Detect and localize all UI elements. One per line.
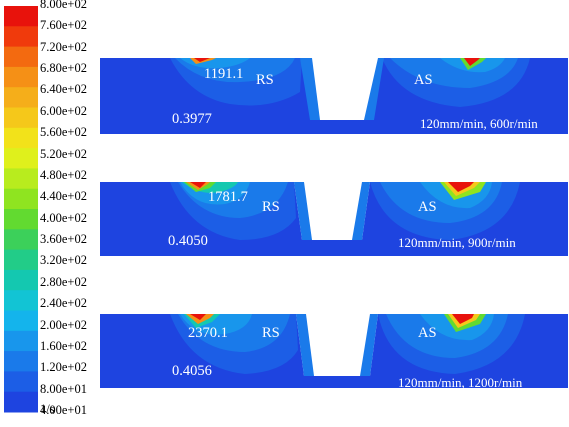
legend-level-label: 3.20e+02 xyxy=(40,253,87,268)
legend-level-label: 1.60e+02 xyxy=(40,338,87,353)
legend-swatch xyxy=(4,168,38,190)
legend-level-label: 3.60e+02 xyxy=(40,232,87,247)
rs-label: RS xyxy=(262,325,280,341)
condition-label: 120mm/min, 1200r/min xyxy=(398,375,523,390)
legend-color-bar xyxy=(4,6,38,413)
legend-swatch xyxy=(4,229,38,251)
rs-label: RS xyxy=(256,72,274,88)
legend-level-label: 5.60e+02 xyxy=(40,125,87,140)
legend-level-label: 5.20e+02 xyxy=(40,146,87,161)
legend-level-label: 4.40e+02 xyxy=(40,189,87,204)
legend-swatch xyxy=(4,6,38,27)
legend-swatch xyxy=(4,269,38,291)
legend-level-label: 8.00e+01 xyxy=(40,381,87,396)
legend-level-label: 6.40e+02 xyxy=(40,82,87,97)
legend-swatch xyxy=(4,46,38,68)
legend-swatch xyxy=(4,371,38,393)
legend-swatch xyxy=(4,66,38,88)
legend-level-label: 8.00e+02 xyxy=(40,0,87,11)
legend-level-label: 4.00e+02 xyxy=(40,210,87,225)
legend-swatch xyxy=(4,330,38,352)
legend-swatch xyxy=(4,249,38,271)
contour-panel-1200: 2370.1 RS AS 0.4056 120mm/min, 1200r/min xyxy=(100,310,568,390)
contour-shape xyxy=(100,182,568,256)
min-value-label: 0.4050 xyxy=(168,233,208,249)
as-label: AS xyxy=(414,72,433,88)
legend-swatch xyxy=(4,290,38,311)
legend-swatch xyxy=(4,351,38,372)
legend-level-label: 2.00e+02 xyxy=(40,317,87,332)
contour-panel-600: 1191.1 RS AS 0.3977 120mm/min, 600r/min xyxy=(100,52,568,134)
condition-label: 120mm/min, 600r/min xyxy=(420,116,538,131)
legend-level-label: 6.80e+02 xyxy=(40,61,87,76)
legend-level-label: 2.80e+02 xyxy=(40,274,87,289)
legend-level-label: 6.00e+02 xyxy=(40,103,87,118)
contour-shape xyxy=(100,58,568,134)
legend-swatch xyxy=(4,26,38,48)
legend-level-label: 7.60e+02 xyxy=(40,18,87,33)
max-value-label: 2370.1 xyxy=(188,325,228,341)
legend-level-label: 4.00e+01 xyxy=(40,403,87,417)
legend-swatch xyxy=(4,391,38,413)
color-legend xyxy=(2,2,42,427)
as-label: AS xyxy=(418,325,437,341)
legend-swatch xyxy=(4,127,38,149)
legend-level-label: 1.20e+02 xyxy=(40,360,87,375)
condition-label: 120mm/min, 900r/min xyxy=(398,235,516,250)
legend-swatch xyxy=(4,107,38,129)
legend-swatch xyxy=(4,188,38,210)
legend-swatch xyxy=(4,87,38,108)
min-value-label: 0.4056 xyxy=(172,363,212,379)
contour-shape xyxy=(100,314,568,388)
as-label: AS xyxy=(418,199,437,215)
legend-swatch xyxy=(4,209,38,230)
contour-panel-900: 1781.7 RS AS 0.4050 120mm/min, 900r/min xyxy=(100,178,568,258)
legend-swatch xyxy=(4,148,38,169)
legend-swatch xyxy=(4,310,38,332)
legend-unit: 1/s xyxy=(40,402,55,416)
legend-level-label: 4.80e+02 xyxy=(40,167,87,182)
rs-label: RS xyxy=(262,199,280,215)
max-value-label: 1781.7 xyxy=(208,189,248,205)
legend-level-label: 2.40e+02 xyxy=(40,296,87,311)
max-value-label: 1191.1 xyxy=(204,66,244,82)
min-value-label: 0.3977 xyxy=(172,111,212,127)
legend-level-label: 7.20e+02 xyxy=(40,39,87,54)
